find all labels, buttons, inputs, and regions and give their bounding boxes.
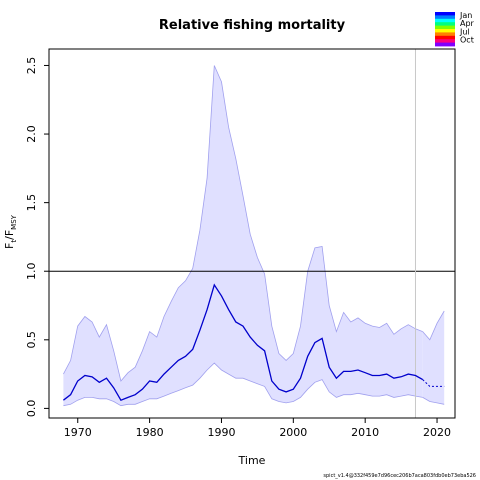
- ci-layer: [63, 65, 445, 407]
- x-tick-label: 2000: [279, 426, 307, 439]
- legend-swatch: [435, 42, 455, 47]
- legend-label: Apr: [460, 19, 475, 28]
- legend-label: Jul: [459, 27, 470, 36]
- y-axis-title-main-sub: t: [10, 240, 18, 243]
- forecast-line: [422, 379, 445, 387]
- x-tick-label: 1990: [207, 426, 235, 439]
- lines-layer: [49, 49, 455, 418]
- legend-swatch: [435, 29, 455, 33]
- y-tick-label: 0.0: [25, 400, 38, 418]
- x-tick-label: 2010: [351, 426, 379, 439]
- chart-title: Relative fishing mortality: [159, 18, 346, 33]
- plot-frame: [48, 48, 456, 419]
- y-axis-title-sep: /: [3, 236, 16, 240]
- y-tick-label: 2.5: [25, 57, 38, 75]
- y-tick-label: 2.0: [25, 125, 38, 143]
- x-tick-label: 2020: [423, 426, 451, 439]
- y-tick-label: 1.0: [25, 262, 38, 280]
- y-axis: 0.0 0.5 1.0 1.5 2.0 2.5: [25, 57, 49, 417]
- x-tick-label: 1970: [64, 426, 92, 439]
- y-axis-title-ref-sub: MSY: [10, 214, 18, 229]
- legend-swatch: [435, 35, 455, 40]
- estimate-line: [63, 283, 424, 402]
- ci-band: [63, 65, 423, 406]
- legend-swatch: [435, 18, 455, 23]
- legend-swatch: [435, 25, 455, 30]
- forecast-ci-band-lower-line: [422, 397, 445, 405]
- y-axis-title-main: F: [3, 243, 16, 249]
- legend-swatch: [435, 15, 455, 20]
- x-axis: 1970 1980 1990 2000 2010 2020: [64, 418, 451, 439]
- legend-label: Jan: [459, 11, 472, 20]
- y-axis-title: Ft/FMSY: [3, 214, 18, 249]
- forecast-ci-band-upper-line: [422, 310, 445, 341]
- legend-swatch: [435, 22, 455, 26]
- y-tick-label: 1.5: [25, 194, 38, 212]
- version-footnote: spict_v1.4@332f459e7d96cec206b7aca803fdb…: [323, 473, 476, 479]
- y-tick-label: 0.5: [25, 331, 38, 349]
- x-tick-label: 1980: [136, 426, 164, 439]
- x-axis-title: Time: [238, 454, 266, 467]
- legend-swatch: [435, 32, 455, 37]
- legend-label: Oct: [460, 36, 474, 45]
- y-axis-title-ref: F: [3, 230, 16, 236]
- ci-band-upper-line: [63, 65, 423, 382]
- ci-band-lower-line: [63, 362, 423, 407]
- forecast-ci-band: [422, 311, 445, 405]
- legend-swatch: [435, 39, 455, 43]
- legend-swatch: [435, 12, 455, 16]
